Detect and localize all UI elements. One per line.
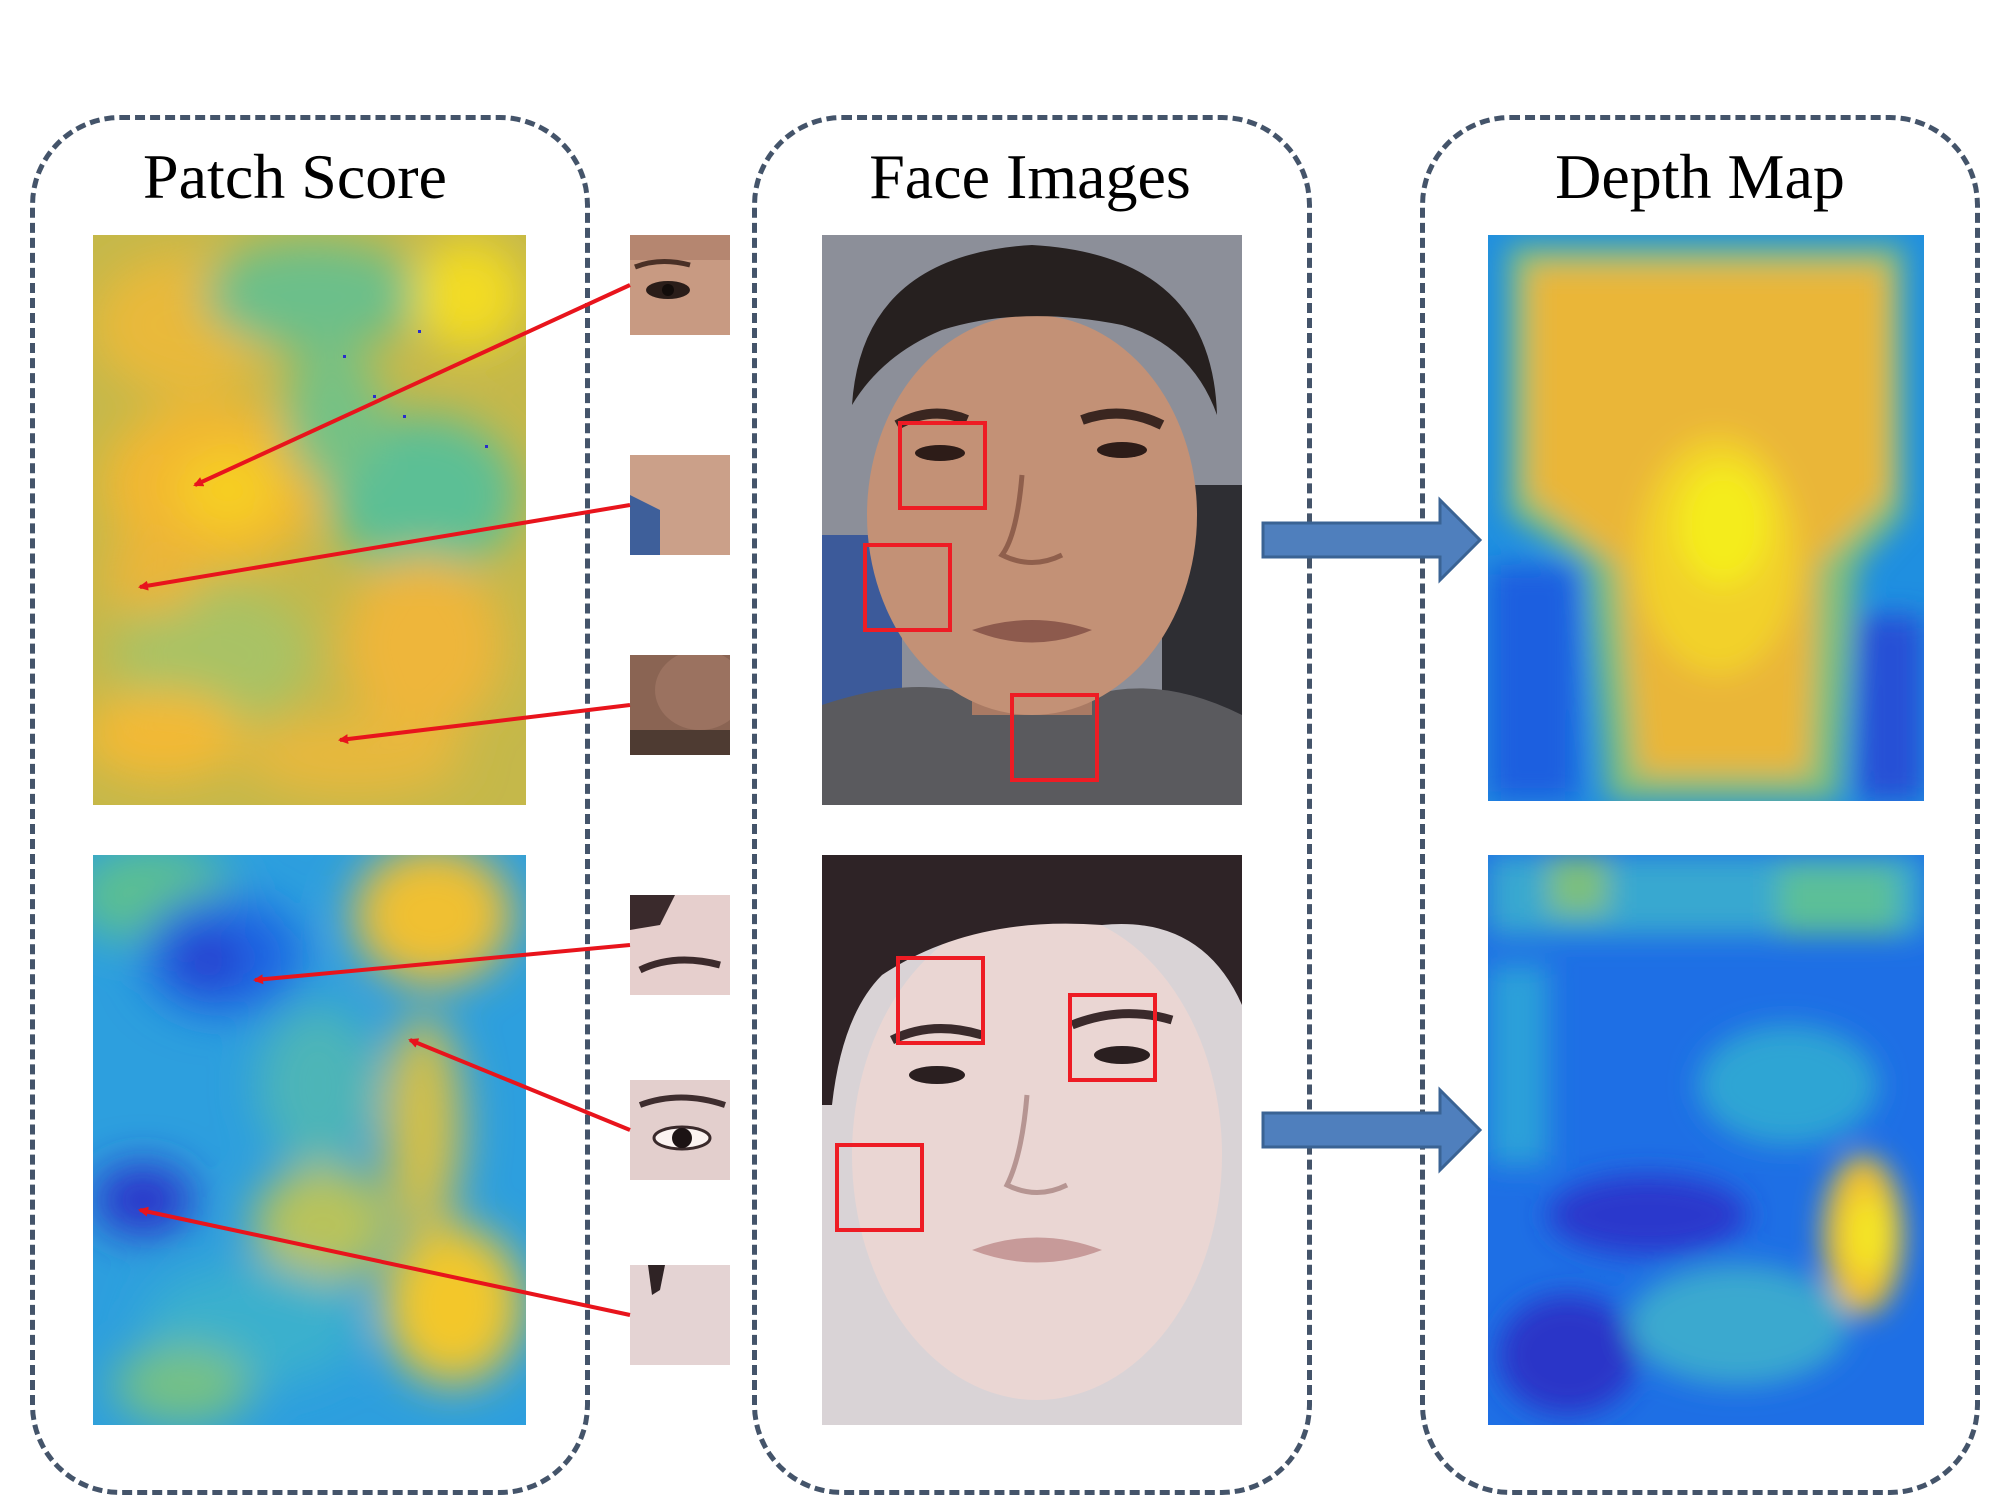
- real-face-image: [822, 235, 1242, 805]
- patch-score-title: Patch Score: [143, 141, 447, 212]
- depth-map-title: Depth Map: [1555, 141, 1845, 212]
- face-images-panel: [752, 115, 1312, 1495]
- patch-thumb-eye-spoof: [630, 1080, 730, 1180]
- depth-map-panel: [1420, 115, 1980, 1495]
- depth-map-real: [1488, 235, 1924, 801]
- patch-thumb-cheek-real: [630, 455, 730, 555]
- depth-map-spoof: [1488, 855, 1924, 1425]
- patch-score-panel: [30, 115, 590, 1495]
- patch-score-map-spoof: [93, 855, 526, 1425]
- patch-thumb-cheek-spoof: [630, 1265, 730, 1365]
- patch-thumb-chin-real: [630, 655, 730, 755]
- patch-thumb-brow-spoof: [630, 895, 730, 995]
- spoof-face-image: [822, 855, 1242, 1425]
- face-images-title: Face Images: [869, 141, 1191, 212]
- patch-thumb-eye-real: [630, 235, 730, 335]
- patch-score-map-real: [93, 235, 526, 805]
